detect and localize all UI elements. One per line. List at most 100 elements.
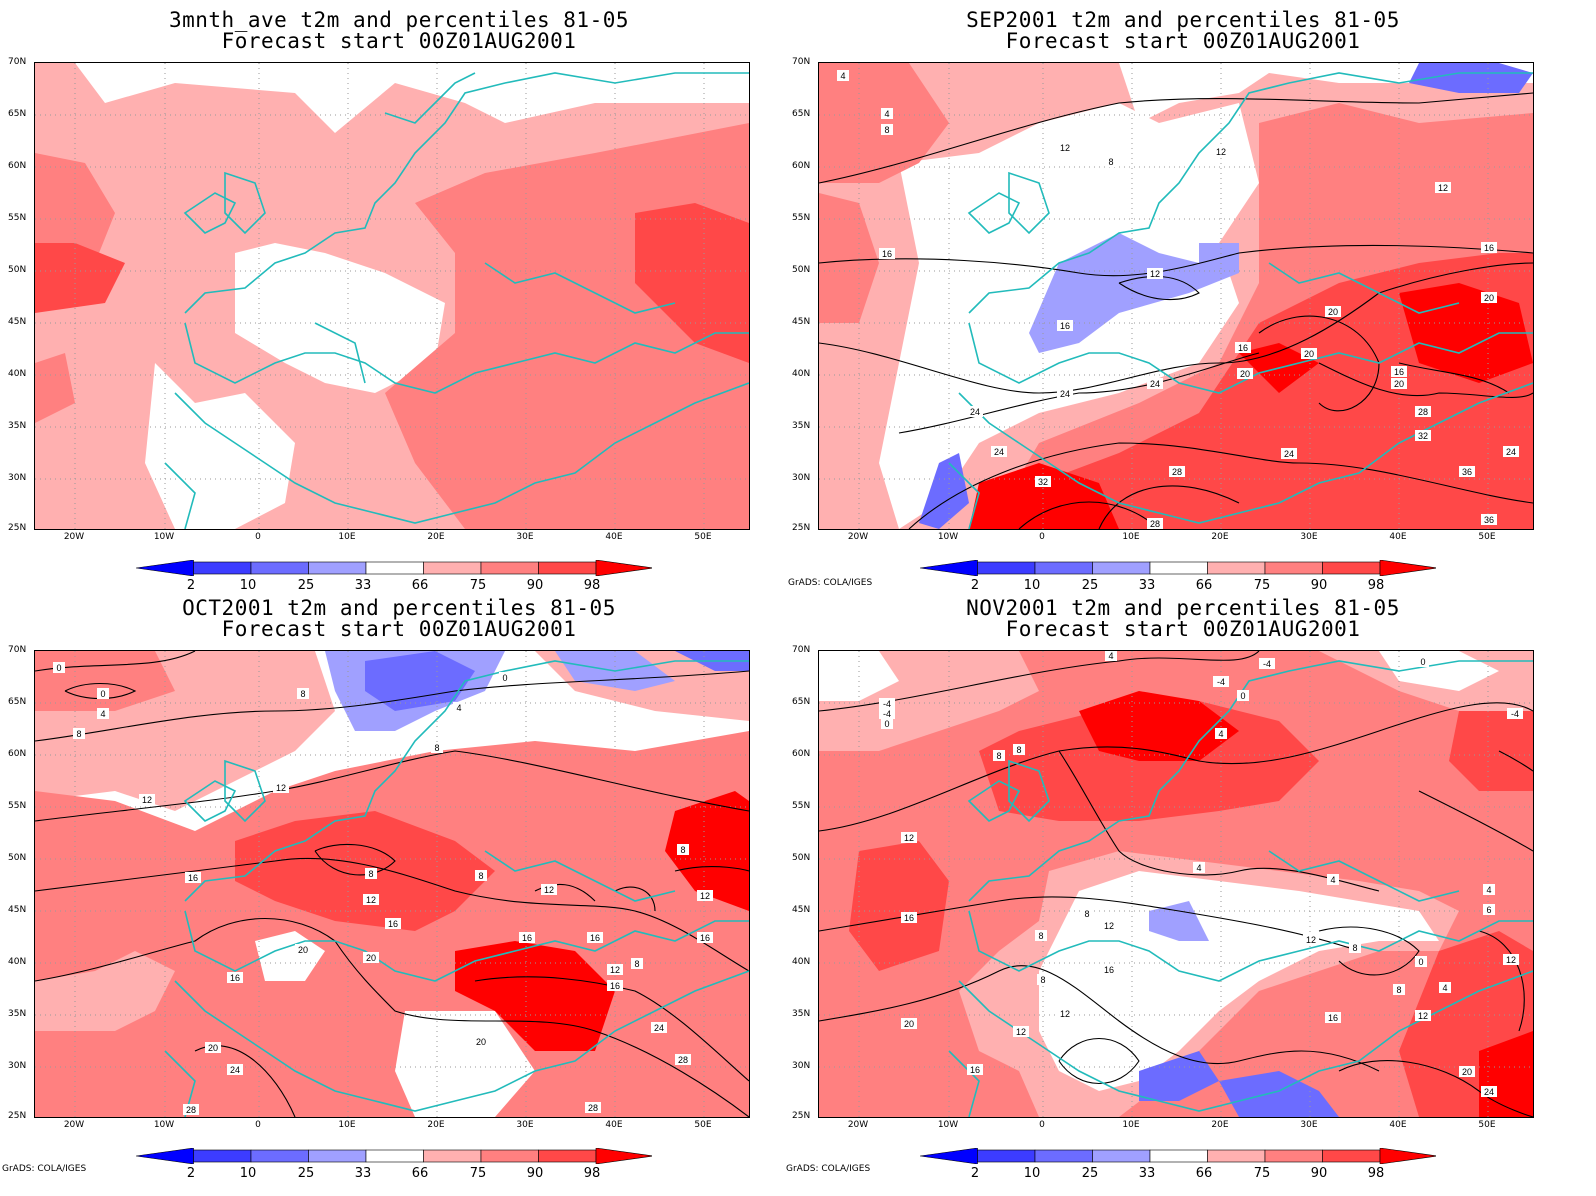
panel-subtitle: Forecast start 00Z01AUG2001 xyxy=(221,29,577,53)
colorbar-level-label: 33 xyxy=(1138,1166,1156,1181)
lon-tick-label: 10E xyxy=(1122,532,1140,542)
contour-label: 16 xyxy=(970,1065,980,1075)
colorbar-segment xyxy=(423,1149,482,1163)
lat-tick-label: 60N xyxy=(792,161,811,171)
lat-tick-label: 40N xyxy=(792,957,811,967)
contour-label: 16 xyxy=(610,981,620,991)
lat-tick-label: 55N xyxy=(792,213,811,223)
colorbar-level-label: 98 xyxy=(583,1166,601,1181)
contour-label: 8 xyxy=(634,959,639,969)
contour-label: -4 xyxy=(1511,709,1519,719)
contour-label: -4 xyxy=(1263,659,1271,669)
colorbar-segment xyxy=(977,561,1036,575)
colorbar-level-label: 25 xyxy=(297,1166,315,1181)
colorbar-segment xyxy=(480,1149,539,1163)
colorbar-segment xyxy=(1207,561,1266,575)
lon-tick-label: 40E xyxy=(1389,1120,1407,1130)
contour-label: 24 xyxy=(1506,447,1516,457)
colorbar-segment xyxy=(1264,561,1323,575)
contour-label: 0 xyxy=(502,673,507,683)
contour-label: 4 xyxy=(1486,885,1491,895)
contour-label: 28 xyxy=(1172,467,1182,477)
contour-label: 12 xyxy=(610,965,620,975)
contour-label: 8 xyxy=(478,871,483,881)
lon-tick-label: 0 xyxy=(255,532,261,542)
lat-tick-label: 35N xyxy=(8,421,27,431)
contour-label: 28 xyxy=(588,1103,598,1113)
lat-tick-label: 70N xyxy=(8,57,27,67)
contour-label: 16 xyxy=(388,919,398,929)
colorbar-level-label: 25 xyxy=(1081,578,1099,593)
lon-tick-label: 0 xyxy=(1039,1120,1045,1130)
contour-label: 28 xyxy=(186,1105,196,1115)
contour-label: 24 xyxy=(1150,379,1160,389)
colorbar-level-label: 25 xyxy=(297,578,315,593)
contour-label: 28 xyxy=(678,1055,688,1065)
contour-label: 24 xyxy=(1060,389,1070,399)
map-plot: 4 -4 -4 0 0 4 8 8 -4 -4 0 -4 12 16 20 8 … xyxy=(818,650,1534,1118)
panel-3mnth-ave: 3mnth_ave t2m and percentiles 81-05 Fore… xyxy=(0,0,798,598)
contour-label: 8 xyxy=(1038,931,1043,941)
contour-label: 12 xyxy=(142,795,152,805)
colorbar-level-label: 98 xyxy=(1367,1166,1385,1181)
contour-label: 8 xyxy=(1352,943,1357,953)
colorbar-segment xyxy=(136,1148,194,1164)
panel-nov2001: NOV2001 t2m and percentiles 81-05 Foreca… xyxy=(784,588,1582,1186)
contour-label: 20 xyxy=(904,1019,914,1029)
colorbar-level-label: 10 xyxy=(239,578,257,593)
lon-tick-label: 0 xyxy=(255,1120,261,1130)
contour-label: 20 xyxy=(1328,307,1338,317)
contour-label: 24 xyxy=(1484,1087,1494,1097)
colorbar-level-label: 66 xyxy=(1195,1166,1213,1181)
contour-label: 0 xyxy=(884,719,889,729)
colorbar-segment xyxy=(308,561,367,575)
contour-label: 8 xyxy=(1108,157,1113,167)
lon-tick-label: 50E xyxy=(1478,532,1496,542)
lat-tick-label: 55N xyxy=(8,801,27,811)
colorbar-level-label: 90 xyxy=(1310,578,1328,593)
contour-label: 20 xyxy=(366,953,376,963)
contour-label: 12 xyxy=(904,833,914,843)
contour-label: 20 xyxy=(298,945,308,955)
contour-label: 20 xyxy=(1462,1067,1472,1077)
contour-label: 16 xyxy=(522,933,532,943)
lat-tick-label: 35N xyxy=(8,1009,27,1019)
contour-label: 20 xyxy=(476,1037,486,1047)
contour-label: 4 xyxy=(456,703,461,713)
contour-label: 28 xyxy=(1418,407,1428,417)
contour-label: 6 xyxy=(1486,905,1491,915)
contour-label: -4 xyxy=(883,699,891,709)
panel-subtitle: Forecast start 00Z01AUG2001 xyxy=(1005,29,1361,53)
lon-tick-label: 20E xyxy=(1211,532,1229,542)
contour-label: 8 xyxy=(680,845,685,855)
lat-tick-label: 30N xyxy=(792,473,811,483)
map-plot: 0 0 4 8 8 4 0 8 12 12 16 8 12 16 8 12 16… xyxy=(34,650,750,1118)
grads-credit: GrADS: COLA/IGES xyxy=(788,578,873,588)
contour-label: 16 xyxy=(1484,243,1494,253)
contour-label: 12 xyxy=(1506,955,1516,965)
colorbar-segment xyxy=(920,1148,978,1164)
lat-tick-label: 40N xyxy=(8,957,27,967)
contour-label: 20 xyxy=(208,1043,218,1053)
lat-tick-label: 35N xyxy=(792,1009,811,1019)
contour-label: 4 xyxy=(884,109,889,119)
contour-label: 0 xyxy=(56,663,61,673)
contour-label: 24 xyxy=(1284,449,1294,459)
contour-label: 8 xyxy=(1016,745,1021,755)
map-plot: 4 4 8 8 12 12 12 16 16 12 16 20 20 16 20… xyxy=(818,62,1534,530)
colorbar-segment xyxy=(920,560,978,576)
colorbar-segment xyxy=(250,1149,309,1163)
contour-label: 16 xyxy=(700,933,710,943)
lat-tick-label: 65N xyxy=(8,697,27,707)
colorbar-segment xyxy=(538,1149,597,1163)
lon-tick-label: 10W xyxy=(153,532,175,542)
panel-subtitle: Forecast start 00Z01AUG2001 xyxy=(1005,617,1361,641)
lon-tick-label: 20E xyxy=(427,1120,445,1130)
colorbar xyxy=(136,1148,652,1164)
lon-tick-label: 10W xyxy=(153,1120,175,1130)
lon-tick-label: 50E xyxy=(694,1120,712,1130)
contour-label: 4 xyxy=(100,709,105,719)
contour-label: 28 xyxy=(1150,519,1160,529)
colorbar-level-label: 10 xyxy=(239,1166,257,1181)
colorbar-level-label: 75 xyxy=(469,1166,487,1181)
